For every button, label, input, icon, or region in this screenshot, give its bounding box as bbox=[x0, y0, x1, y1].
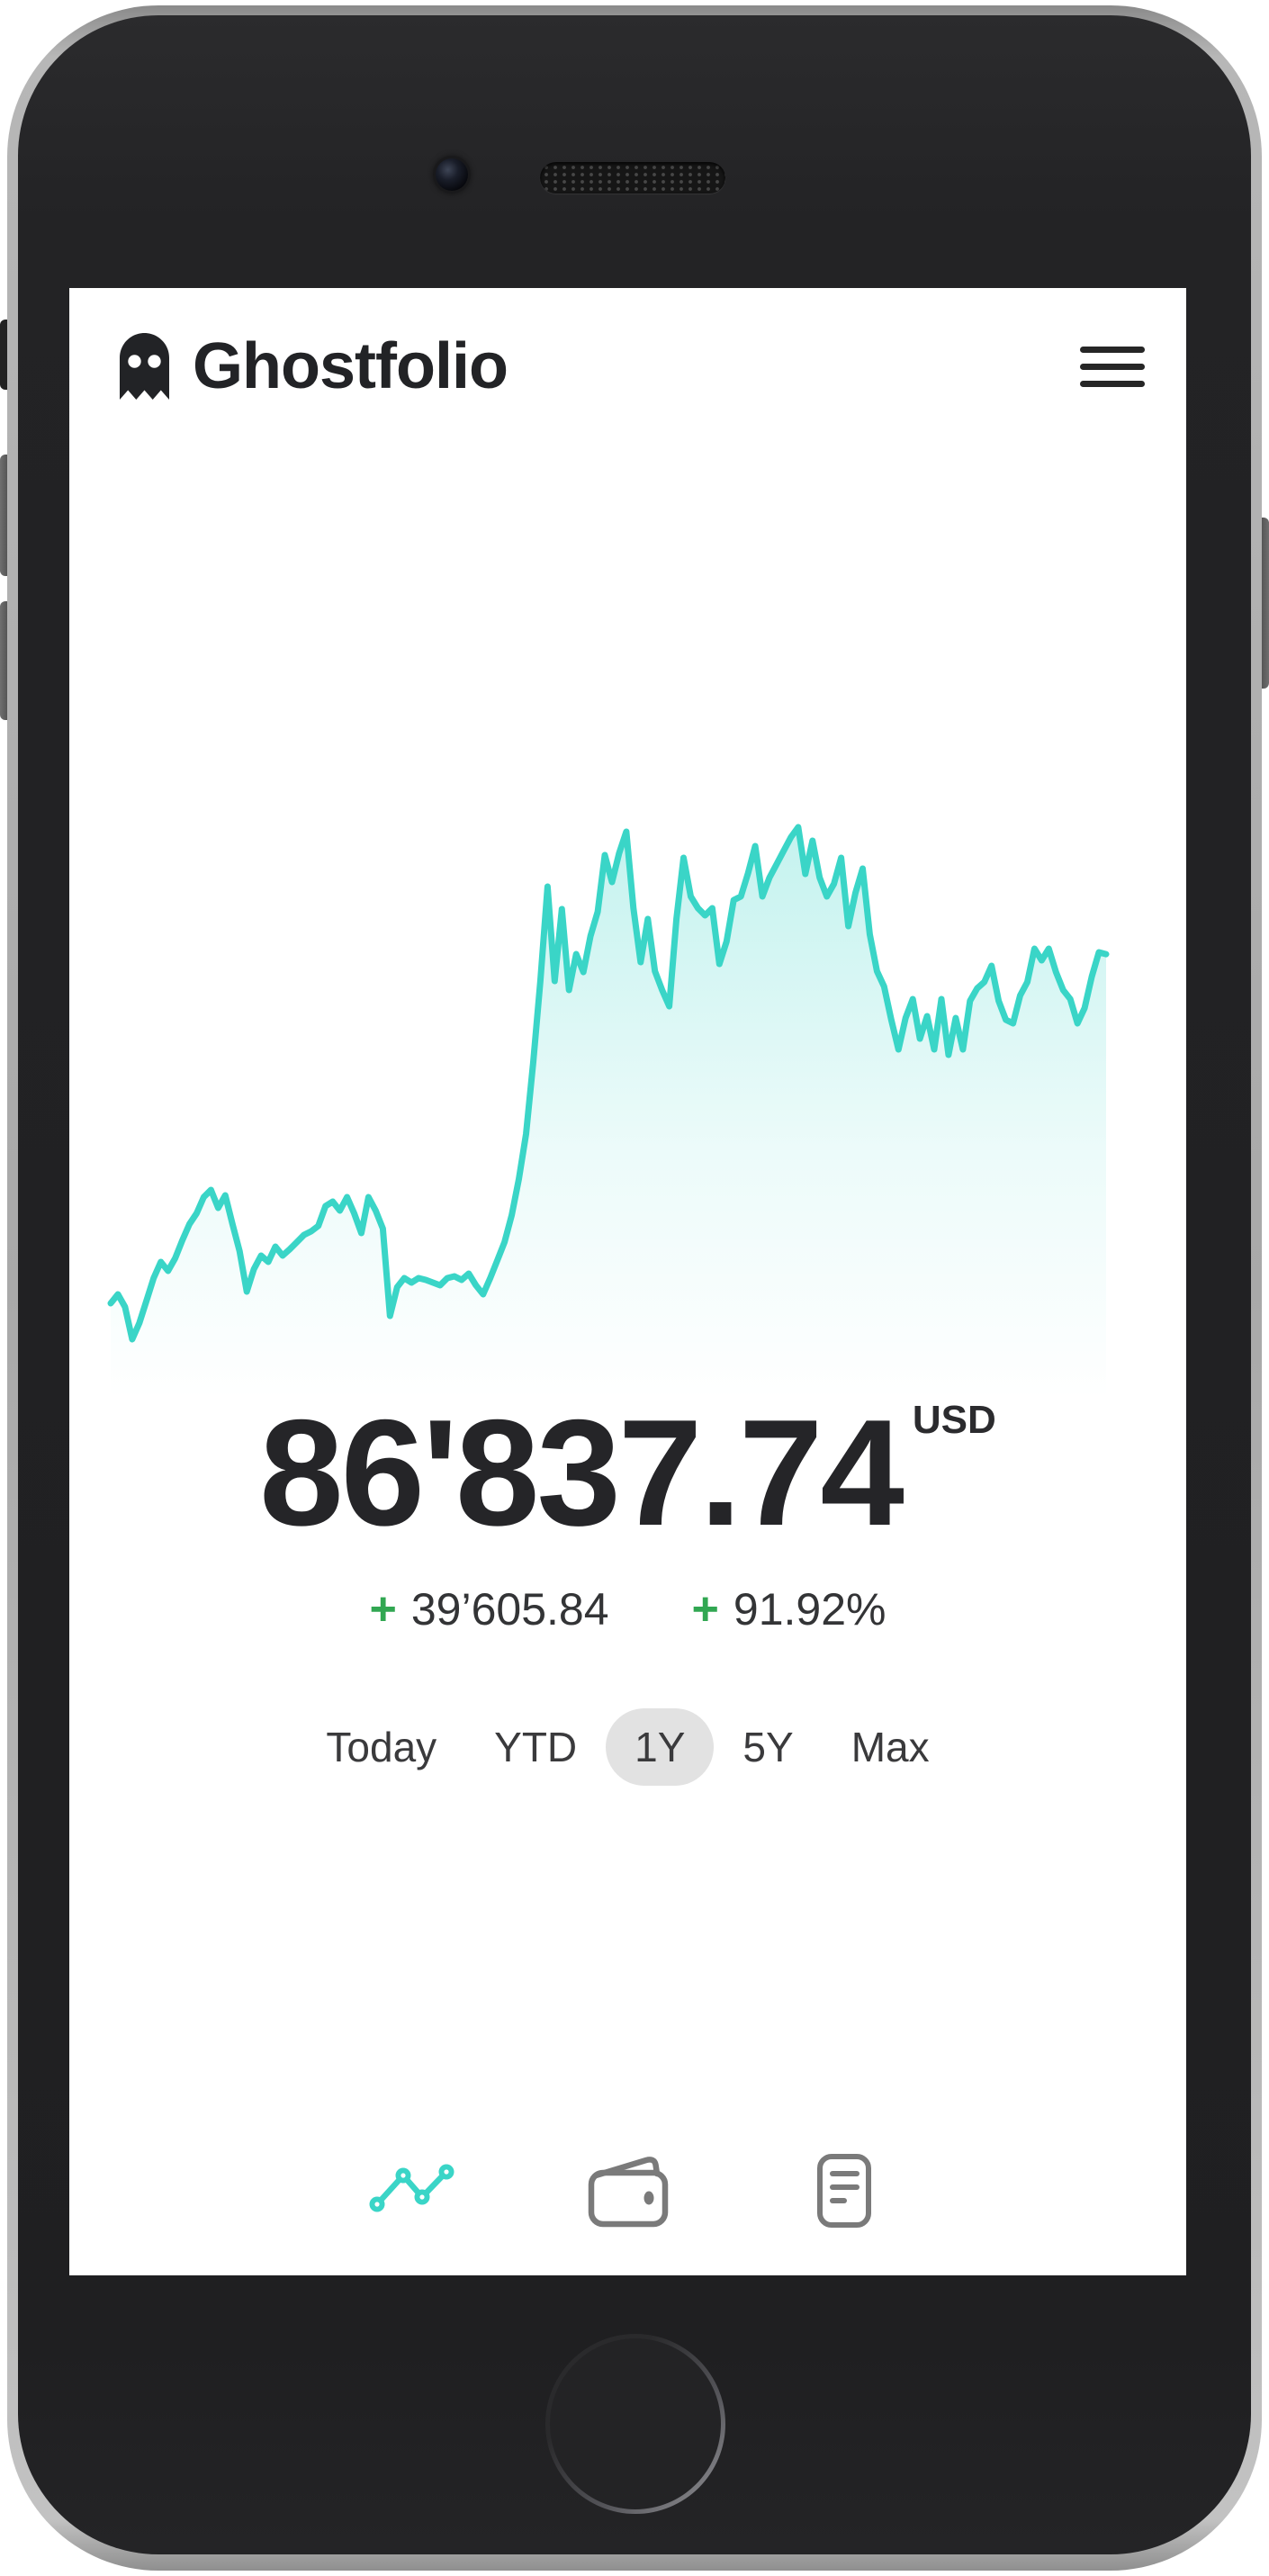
app-screen: Ghostfolio 86'837.74 USD + 39’605.84 bbox=[69, 288, 1186, 2275]
home-button bbox=[545, 2334, 725, 2514]
range-selector: Today YTD 1Y 5Y Max bbox=[69, 1708, 1186, 1786]
ghost-icon bbox=[120, 332, 169, 400]
range-button-today[interactable]: Today bbox=[326, 1724, 437, 1770]
change-percent-value: 91.92% bbox=[733, 1584, 886, 1635]
app-header: Ghostfolio bbox=[120, 326, 1145, 407]
range-button-ytd[interactable]: YTD bbox=[494, 1724, 578, 1770]
chart-area-fill bbox=[111, 827, 1106, 1400]
portfolio-value-row: 86'837.74 USD bbox=[69, 1397, 1186, 1548]
earpiece-speaker bbox=[540, 162, 725, 194]
nav-item-performance[interactable] bbox=[369, 2149, 455, 2232]
hamburger-menu-icon[interactable] bbox=[1080, 343, 1145, 391]
front-camera bbox=[436, 158, 468, 191]
plus-sign: + bbox=[369, 1583, 397, 1635]
page-title: Ghostfolio bbox=[193, 330, 508, 402]
analytics-chart-icon bbox=[369, 2164, 454, 2212]
plus-sign: + bbox=[691, 1583, 719, 1635]
wallet-icon bbox=[588, 2157, 668, 2228]
range-button-max[interactable]: Max bbox=[850, 1724, 930, 1770]
performance-chart[interactable] bbox=[107, 824, 1110, 1400]
portfolio-total-value: 86'837.74 bbox=[259, 1388, 904, 1557]
range-button-1y[interactable]: 1Y bbox=[606, 1708, 715, 1786]
chart-line bbox=[107, 824, 1110, 1343]
change-absolute: + 39’605.84 bbox=[370, 1582, 609, 1636]
currency-label: USD bbox=[912, 1398, 996, 1442]
change-absolute-value: 39’605.84 bbox=[410, 1584, 609, 1635]
change-percent: + 91.92% bbox=[692, 1582, 886, 1636]
nav-item-accounts[interactable] bbox=[585, 2149, 671, 2232]
nav-item-transactions[interactable] bbox=[801, 2149, 887, 2232]
range-button-5y[interactable]: 5Y bbox=[742, 1724, 794, 1770]
portfolio-change-row: + 39’605.84 + 91.92% bbox=[69, 1582, 1186, 1636]
document-list-icon bbox=[816, 2154, 871, 2228]
bottom-navigation bbox=[69, 2149, 1186, 2232]
